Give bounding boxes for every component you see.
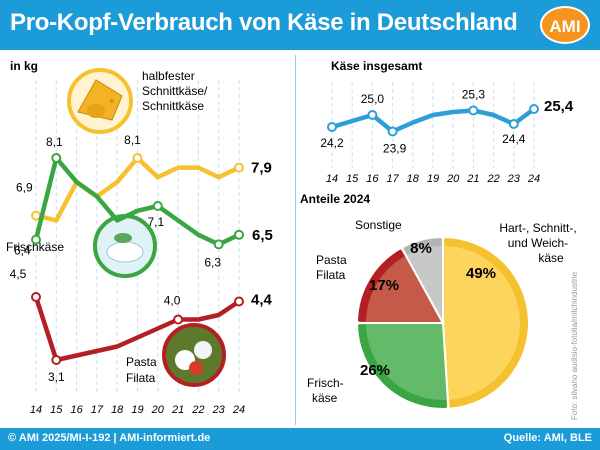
photo-credit: Foto: silvano audisio-fotolia/milchindus… bbox=[570, 271, 579, 420]
frisch-label: Frischkäse bbox=[6, 240, 64, 254]
data-label: 7,9 bbox=[251, 160, 272, 177]
series-line bbox=[33, 155, 240, 247]
panel-divider bbox=[295, 55, 296, 425]
data-point bbox=[213, 239, 224, 250]
halbfest-label-line-1: halbfester bbox=[142, 69, 195, 83]
logo-text: AMI bbox=[549, 17, 581, 36]
data-point bbox=[234, 162, 244, 173]
pasta-label-line-2: Filata bbox=[126, 371, 156, 385]
data-label: 3,1 bbox=[48, 370, 65, 384]
data-label: 6,9 bbox=[16, 181, 33, 195]
pasta-filata-photo bbox=[162, 323, 226, 387]
halbfest-label-line-3: Schnittkäse bbox=[142, 99, 204, 113]
data-label: 4,4 bbox=[251, 292, 273, 309]
footer-left: © AMI 2025/MI-I-192 | AMI-informiert.de bbox=[8, 432, 211, 444]
ami-logo: AMI bbox=[540, 6, 590, 44]
data-point bbox=[31, 234, 41, 245]
x-tick-label: 20 bbox=[151, 404, 165, 416]
data-label: 8,1 bbox=[46, 135, 63, 149]
data-label: 6,5 bbox=[252, 227, 273, 244]
left-x-ticks: 14 15 16 17 18 19 20 21 22 23 24 bbox=[30, 404, 245, 416]
pasta-label-line-1: Pasta bbox=[126, 355, 157, 369]
x-tick-label: 18 bbox=[111, 404, 124, 416]
footer-bar: © AMI 2025/MI-I-192 | AMI-informiert.de … bbox=[0, 428, 600, 450]
data-point bbox=[152, 201, 163, 211]
series-line bbox=[33, 296, 241, 363]
data-label: 6,3 bbox=[204, 255, 221, 269]
data-point bbox=[234, 229, 244, 240]
data-point bbox=[31, 292, 41, 302]
data-point bbox=[51, 153, 62, 163]
data-point bbox=[31, 210, 41, 221]
data-label: 6,4 bbox=[14, 244, 31, 258]
x-tick-label: 21 bbox=[171, 404, 184, 416]
left-series-group: 6,9 8,1 7,9 6,4 8,1 7,1 6,3 6,5 4,5 3,1 4,0 4,4 bbox=[10, 133, 273, 384]
data-label: 4,5 bbox=[10, 267, 27, 281]
x-tick-label: 14 bbox=[30, 404, 42, 416]
data-point bbox=[132, 153, 143, 163]
data-point bbox=[173, 314, 184, 325]
footer-right: Quelle: AMI, BLE bbox=[503, 432, 592, 444]
data-point bbox=[234, 296, 244, 307]
data-point bbox=[51, 355, 62, 365]
x-tick-label: 22 bbox=[191, 404, 204, 416]
left-ylabel: in kg bbox=[10, 59, 38, 73]
x-tick-label: 24 bbox=[232, 404, 245, 416]
x-tick-label: 23 bbox=[212, 404, 226, 416]
x-tick-label: 16 bbox=[70, 404, 83, 416]
halbfest-cheese-photo bbox=[67, 68, 133, 134]
data-label: 4,0 bbox=[164, 294, 181, 308]
halbfest-label-line-2: Schnittkäse/ bbox=[142, 84, 208, 98]
x-tick-label: 15 bbox=[50, 404, 63, 416]
page-title: Pro-Kopf-Verbrauch von Käse in Deutschla… bbox=[10, 9, 518, 36]
header-bar: Pro-Kopf-Verbrauch von Käse in Deutschla… bbox=[0, 0, 600, 50]
x-tick-label: 19 bbox=[131, 404, 143, 416]
frischkaese-photo bbox=[93, 214, 157, 278]
x-tick-label: 17 bbox=[91, 404, 104, 416]
data-label: 8,1 bbox=[124, 133, 141, 147]
data-label: 7,1 bbox=[147, 215, 164, 229]
